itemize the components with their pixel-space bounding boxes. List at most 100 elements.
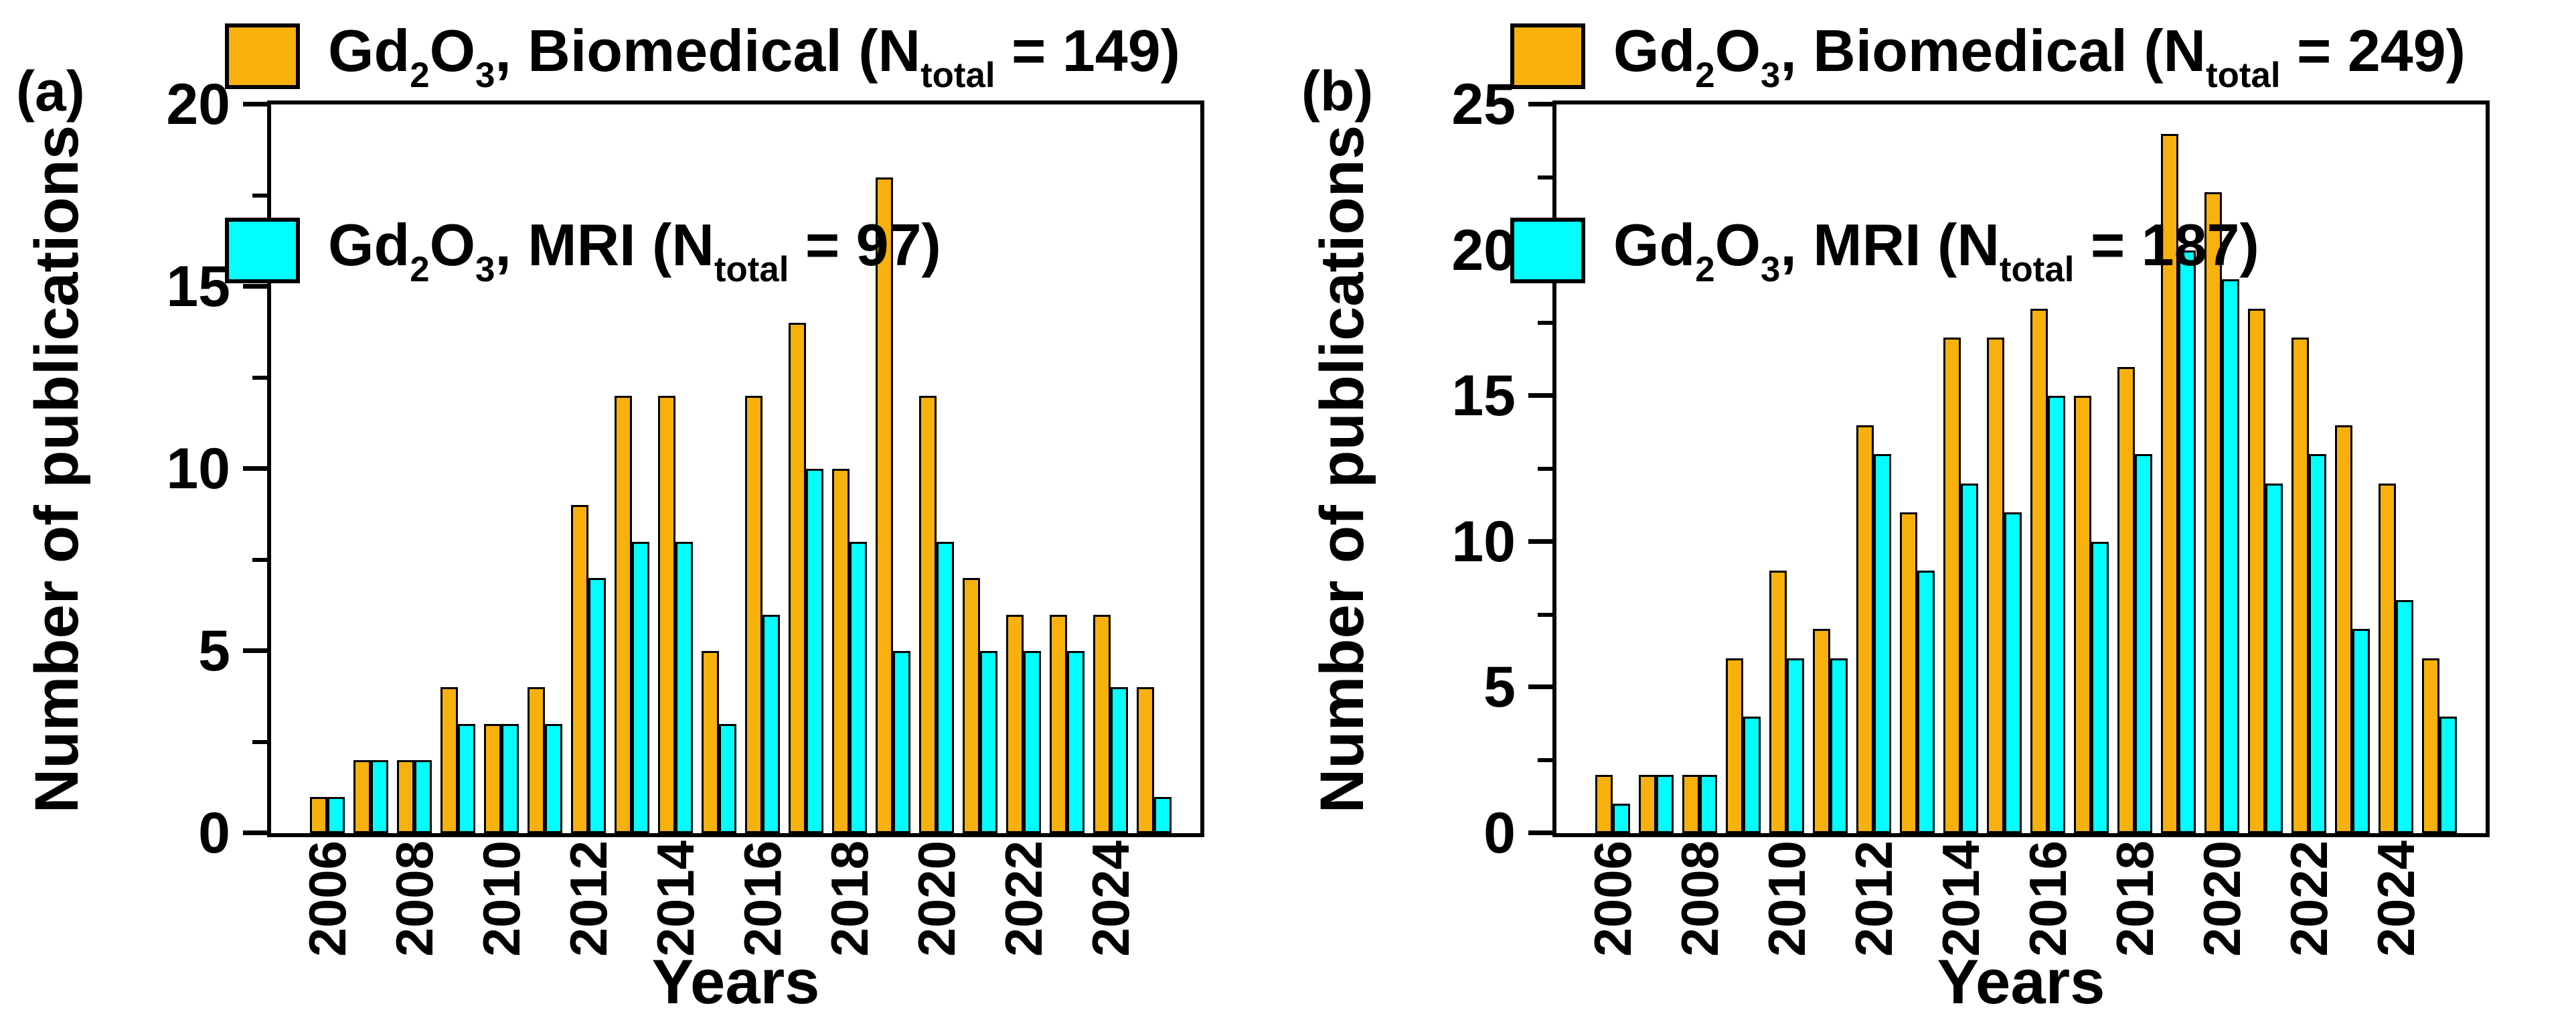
panel-b-y-minor-tick-17.5 <box>1538 321 1552 325</box>
panel-a-bar-biomedical-2025 <box>1137 687 1154 833</box>
panel-b-bar-mri-2020 <box>2222 279 2239 833</box>
panel-a-y-major-tick-10 <box>243 466 267 471</box>
panel-a-bar-mri-2008 <box>414 760 432 833</box>
panel-a-legend-label-mri-text: = 97) <box>789 212 941 278</box>
panel-b-bar-biomedical-2006 <box>1595 775 1613 833</box>
panel-b-y-tick-label-5: 5 <box>1483 655 1516 720</box>
panel-a-bar-mri-2022 <box>1024 651 1041 833</box>
panel-b-bar-mri-2007 <box>1656 775 1674 833</box>
panel-b-bar-biomedical-2009 <box>1726 658 1743 833</box>
panel-b-bar-biomedical-2017 <box>2074 396 2091 833</box>
panel-b-legend-label-mri-subscript: 3 <box>1761 249 1781 289</box>
panel-a-bar-mri-2015 <box>719 724 736 833</box>
panel-b-bar-mri-2016 <box>2048 396 2065 833</box>
panel-a-legend-label-biomedical-subscript: total <box>920 55 995 95</box>
panel-b-bar-mri-2022 <box>2309 454 2326 833</box>
panel-b-x-tick-label-2014: 2014 <box>1931 841 1990 957</box>
panel-a-bar-biomedical-2024 <box>1093 615 1111 833</box>
panel-a-y-tick-label-0: 0 <box>198 801 230 865</box>
panel-a-legend-label-mri-text: , MRI (N <box>495 212 714 278</box>
panel-b-bar-mri-2006 <box>1613 804 1630 833</box>
panel-b-bar-biomedical-2018 <box>2117 367 2135 833</box>
panel-b-bar-biomedical-2023 <box>2335 425 2352 833</box>
panel-b-bar-biomedical-2015 <box>1987 338 2004 833</box>
panel-a-bar-mri-2013 <box>632 542 649 833</box>
panel-a-bar-biomedical-2014 <box>658 396 675 833</box>
panel-b-y-minor-tick-12.5 <box>1538 467 1552 471</box>
panel-a-label: (a) <box>16 60 85 123</box>
panel-a-bar-biomedical-2021 <box>963 578 980 833</box>
panel-b-legend-label-biomedical-text: , Biomedical (N <box>1780 17 2206 84</box>
panel-b-bar-biomedical-2024 <box>2379 484 2396 833</box>
panel-b-bar-mri-2018 <box>2135 454 2152 833</box>
panel-a-bar-mri-2011 <box>545 724 562 833</box>
panel-a-bar-biomedical-2015 <box>702 651 719 833</box>
panel-b-legend-label-mri-text: , MRI (N <box>1780 212 2000 278</box>
panel-b-x-tick-label-2018: 2018 <box>2105 841 2164 957</box>
panel-b-y-major-tick-15 <box>1528 393 1552 398</box>
panel-b-legend-swatch-biomedical <box>1510 23 1585 89</box>
panel-a-legend-label-biomedical: Gd2O3, Biomedical (Ntotal = 149) <box>328 17 1180 96</box>
panel-b-x-tick-label-2010: 2010 <box>1757 841 1816 957</box>
panel-a-bar-mri-2019 <box>893 651 910 833</box>
panel-a-legend-label-biomedical-subscript: 2 <box>410 55 430 95</box>
panel-b-legend-label-biomedical-text: = 249) <box>2280 17 2466 84</box>
panel-a-bar-mri-2017 <box>806 469 823 833</box>
panel-a-x-tick-label-2016: 2016 <box>733 841 792 957</box>
panel-b-bar-mri-2019 <box>2178 250 2196 833</box>
panel-b-x-tick-label-2016: 2016 <box>2018 841 2077 957</box>
panel-b-x-tick-label-2012: 2012 <box>1844 841 1903 957</box>
panel-b-bar-mri-2021 <box>2265 484 2283 833</box>
panel-a-bar-mri-2021 <box>980 651 997 833</box>
panel-a-y-tick-label-10: 10 <box>166 437 230 501</box>
panel-b-x-tick-label-2022: 2022 <box>2279 841 2338 957</box>
panel-a-bar-biomedical-2019 <box>876 177 893 833</box>
panel-a-y-tick-label-20: 20 <box>166 72 230 137</box>
panel-a-bar-biomedical-2013 <box>615 396 632 833</box>
panel-a-bar-biomedical-2020 <box>919 396 937 833</box>
panel-a-legend-swatch-biomedical <box>225 23 300 89</box>
panel-b-bar-biomedical-2012 <box>1856 425 1874 833</box>
panel-b-legend-label-biomedical-subscript: 2 <box>1695 55 1715 95</box>
panel-a-bar-mri-2009 <box>458 724 475 833</box>
panel-a-bar-biomedical-2007 <box>353 760 371 833</box>
panel-b-bar-mri-2025 <box>2439 717 2457 833</box>
panel-a-y-tick-label-15: 15 <box>166 254 230 319</box>
panel-a-bar-mri-2025 <box>1154 797 1172 833</box>
panel-a-legend-label-biomedical-text: , Biomedical (N <box>495 17 921 84</box>
panel-a-bar-mri-2023 <box>1067 651 1084 833</box>
panel-b-bar-mri-2013 <box>1917 571 1935 833</box>
panel-b-y-tick-label-20: 20 <box>1451 218 1516 283</box>
panel-a-legend-label-mri: Gd2O3, MRI (Ntotal = 97) <box>328 211 941 290</box>
panel-b-bar-mri-2011 <box>1830 658 1848 833</box>
panel-b-bar-biomedical-2019 <box>2161 134 2178 833</box>
panel-b-bar-mri-2009 <box>1743 717 1761 833</box>
panel-b-x-tick-label-2020: 2020 <box>2192 841 2251 957</box>
panel-b-bar-biomedical-2025 <box>2422 658 2439 833</box>
panel-a-y-tick-label-5: 5 <box>198 619 230 683</box>
panel-a-x-tick-label-2014: 2014 <box>646 841 705 957</box>
panel-b-legend-label-mri-subscript: 2 <box>1695 249 1715 289</box>
panel-a-x-axis-title: Years <box>651 946 820 1017</box>
panel-b-legend-label-mri-text: = 187) <box>2074 212 2259 278</box>
panel-a-y-minor-tick-12.5 <box>252 376 267 380</box>
panel-a: (a) Number of publications Years 0 5 10 15 2… <box>9 0 1281 1018</box>
panel-b-legend-entry-biomedical: Gd2O3, Biomedical (Ntotal = 249) <box>1510 17 2466 96</box>
panel-a-y-major-tick-5 <box>243 648 267 653</box>
panel-a-x-tick-label-2012: 2012 <box>559 841 618 957</box>
panel-a-x-tick-label-2010: 2010 <box>472 841 531 957</box>
panel-a-legend-label-biomedical-text: O <box>429 17 476 84</box>
panel-b-y-minor-tick-22.5 <box>1538 175 1552 179</box>
panel-b-bar-biomedical-2022 <box>2291 338 2309 833</box>
panel-b-bar-biomedical-2013 <box>1900 512 1917 833</box>
panel-a-bar-mri-2012 <box>588 578 606 833</box>
panel-b-y-major-tick-0 <box>1528 830 1552 835</box>
panel-b-y-major-tick-25 <box>1528 102 1552 106</box>
panel-a-bar-mri-2006 <box>327 797 345 833</box>
panel-a-plot-area <box>243 100 1204 837</box>
panel-b-bar-mri-2017 <box>2091 542 2109 833</box>
panel-a-legend-label-mri-text: O <box>429 212 476 278</box>
panel-a-bar-biomedical-2008 <box>397 760 414 833</box>
panel-a-bar-biomedical-2012 <box>571 505 588 833</box>
